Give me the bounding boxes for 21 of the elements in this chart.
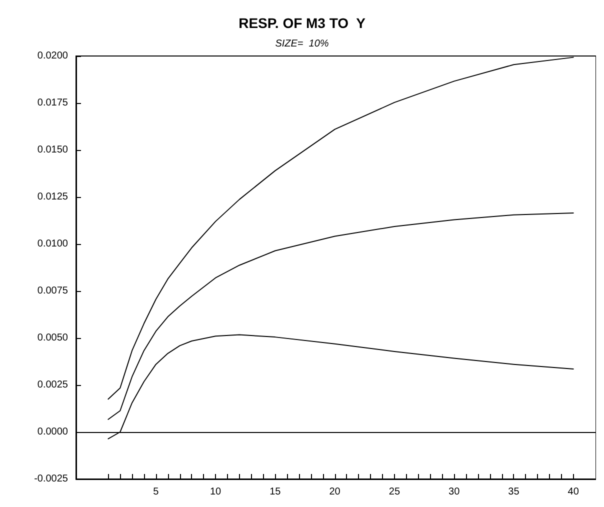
y-tick-label: 0.0050: [37, 332, 68, 344]
y-tick-label: 0.0200: [37, 50, 68, 62]
y-tick-label: 0.0000: [37, 426, 68, 438]
chart-title: RESP. OF M3 TO Y: [238, 15, 366, 31]
y-tick-label: 0.0075: [37, 286, 68, 296]
x-tick-label: 15: [270, 486, 282, 498]
y-tick-label: 0.0175: [37, 98, 68, 108]
x-tick-label: 30: [448, 486, 460, 498]
line-series: [108, 212, 574, 420]
x-tick-label: 35: [508, 486, 520, 498]
y-tick-label: 0.0125: [37, 192, 68, 202]
y-tick-label: -0.0025: [34, 474, 68, 484]
x-tick-label: 20: [329, 486, 341, 498]
x-tick-label: 25: [388, 486, 400, 498]
chart-subtitle: SIZE= 10%: [275, 38, 329, 50]
x-tick-label: 5: [153, 486, 160, 498]
x-tick-label: 40: [568, 486, 580, 498]
y-tick-label: 0.0150: [37, 144, 68, 156]
y-tick-label: 0.0025: [37, 380, 68, 390]
x-tick-label: 10: [210, 486, 222, 498]
y-tick-label: 0.0100: [37, 238, 68, 250]
